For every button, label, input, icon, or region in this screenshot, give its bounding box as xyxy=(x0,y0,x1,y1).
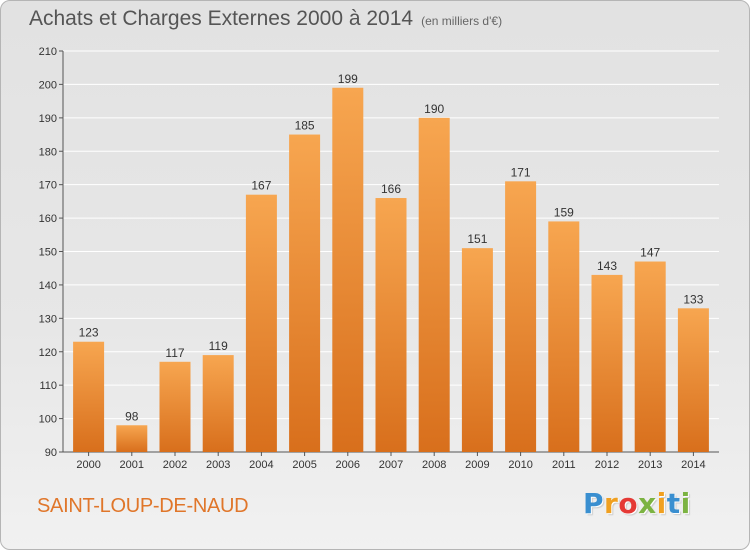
bar xyxy=(634,261,666,452)
data-label: 159 xyxy=(554,205,574,219)
bar xyxy=(202,355,234,452)
x-tick-label: 2012 xyxy=(595,459,619,471)
data-label: 199 xyxy=(338,72,358,86)
x-tick-label: 2004 xyxy=(249,459,273,471)
data-label: 151 xyxy=(467,232,487,246)
place-name: SAINT-LOUP-DE-NAUD xyxy=(37,495,249,517)
data-label: 190 xyxy=(424,102,444,116)
data-labels: 123 98 117 119 167 185 199 166 190 151 171 159 143 14… xyxy=(79,72,704,424)
x-tick-label: 2006 xyxy=(336,459,360,471)
bar xyxy=(505,181,537,452)
x-tick-label: 2002 xyxy=(163,459,187,471)
chart-unit: (en milliers d'€) xyxy=(421,14,503,28)
y-tick-label: 160 xyxy=(39,213,57,225)
data-label: 119 xyxy=(209,339,228,353)
y-tick-label: 120 xyxy=(39,347,57,359)
logo-letter: x xyxy=(638,487,657,520)
bar xyxy=(591,274,623,452)
y-tick-label: 200 xyxy=(39,79,57,91)
data-label: 143 xyxy=(597,259,617,273)
x-tick-label: 2000 xyxy=(76,459,100,471)
bar xyxy=(73,341,105,452)
y-tick-label: 130 xyxy=(39,313,57,325)
logo-letter: i xyxy=(680,487,691,520)
chart-title: Achats et Charges Externes 2000 à 2014 (e… xyxy=(29,7,502,31)
y-tick-label: 100 xyxy=(39,414,57,426)
y-tick-label: 150 xyxy=(39,247,57,259)
logo-letter: P xyxy=(583,487,605,520)
data-label: 133 xyxy=(683,292,703,306)
x-tick-label: 2013 xyxy=(638,459,662,471)
proxiti-logo: Proxiti xyxy=(583,487,691,520)
bar xyxy=(461,248,493,452)
y-tick-label: 140 xyxy=(39,280,57,292)
data-label: 185 xyxy=(295,119,315,133)
y-tick-labels: 90 100 110 120 130 140 150 160 170 180 190 200 210 xyxy=(39,46,57,459)
bar xyxy=(677,308,709,452)
y-tick-label: 90 xyxy=(45,447,57,459)
x-tick-label: 2003 xyxy=(206,459,230,471)
x-tick-label: 2008 xyxy=(422,459,446,471)
x-tick-label: 2001 xyxy=(120,459,144,471)
bar xyxy=(245,194,277,453)
logo-letter: t xyxy=(666,487,681,520)
bar xyxy=(289,134,321,452)
logo-letter: o xyxy=(618,487,639,520)
chart-title-text: Achats et Charges Externes 2000 à 2014 xyxy=(29,7,414,30)
bar xyxy=(418,117,450,452)
bar xyxy=(375,198,407,452)
bar xyxy=(116,425,148,452)
x-tick-label: 2007 xyxy=(379,459,403,471)
x-tick-labels: 2000 2001 2002 2003 2004 2005 2006 2007 2008 2009… xyxy=(76,452,706,471)
data-label: 167 xyxy=(251,179,271,193)
x-tick-label: 2014 xyxy=(681,459,705,471)
bar xyxy=(332,87,364,452)
y-tick-label: 190 xyxy=(39,113,57,125)
data-label: 171 xyxy=(511,165,531,179)
data-label: 117 xyxy=(165,346,184,360)
y-tick-label: 170 xyxy=(39,180,57,192)
data-label: 123 xyxy=(79,326,99,340)
x-tick-label: 2010 xyxy=(508,459,532,471)
bars xyxy=(73,87,709,453)
y-tick-label: 180 xyxy=(39,146,57,158)
y-tick-label: 110 xyxy=(39,380,57,392)
x-tick-label: 2009 xyxy=(465,459,489,471)
bar xyxy=(159,361,191,452)
logo-letter: r xyxy=(604,487,619,520)
x-tick-label: 2005 xyxy=(292,459,316,471)
data-label: 147 xyxy=(640,246,660,260)
data-label: 166 xyxy=(381,182,401,196)
y-tick-label: 210 xyxy=(39,46,57,58)
logo-letter: i xyxy=(656,487,667,520)
bar xyxy=(548,221,580,452)
data-label: 98 xyxy=(125,409,139,423)
x-tick-label: 2011 xyxy=(552,459,576,471)
